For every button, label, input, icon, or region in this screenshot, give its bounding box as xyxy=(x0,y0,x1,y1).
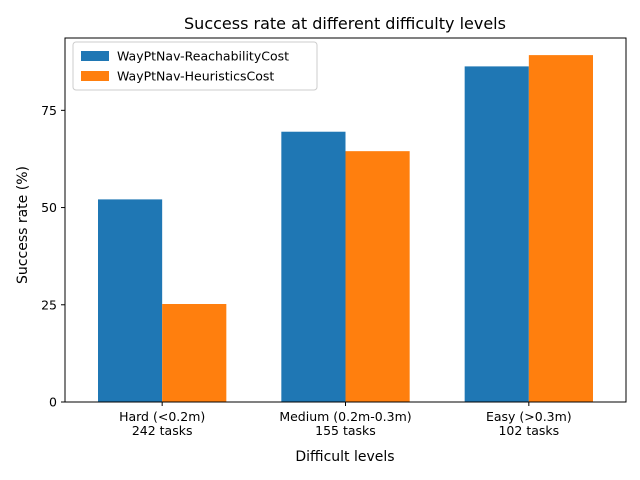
legend-box xyxy=(72,41,318,91)
ticks-layer: 0 25 50 75 Hard (<0.2m)242 tasks Medium (0.2m… xyxy=(41,103,572,438)
y-axis-label: Success rate (%) xyxy=(15,166,31,284)
y-tick-label: 75 xyxy=(41,103,57,118)
legend-swatch xyxy=(81,71,109,81)
bar-wayptnav-reachabilitycost-2 xyxy=(464,66,529,402)
legend-label: WayPtNav-HeuristicsCost xyxy=(117,69,274,84)
legend-swatch xyxy=(81,51,109,61)
bars-layer xyxy=(98,55,593,402)
x-tick-label: 102 tasks xyxy=(498,423,559,438)
chart-title: Success rate at different difficulty lev… xyxy=(184,14,506,33)
bar-wayptnav-reachabilitycost-1 xyxy=(281,131,346,402)
bar-wayptnav-heuristicscost-2 xyxy=(528,55,593,402)
bar-wayptnav-heuristicscost-0 xyxy=(162,304,227,402)
legend-label: WayPtNav-ReachabilityCost xyxy=(117,49,289,64)
x-tick-label: Easy (>0.3m) xyxy=(486,409,572,424)
y-tick-label: 25 xyxy=(41,297,57,312)
bar-wayptnav-heuristicscost-1 xyxy=(345,151,410,402)
x-axis-label: Difficult levels xyxy=(295,449,394,465)
x-tick-label: 242 tasks xyxy=(132,423,193,438)
legend: WayPtNav-ReachabilityCost WayPtNav-Heuris… xyxy=(72,41,318,91)
bar-wayptnav-reachabilitycost-0 xyxy=(98,199,163,402)
x-tick-label: Hard (<0.2m) xyxy=(119,409,205,424)
y-tick-label: 0 xyxy=(49,395,57,410)
y-tick-label: 50 xyxy=(41,200,57,215)
x-tick-label: 155 tasks xyxy=(315,423,376,438)
x-tick-label: Medium (0.2m-0.3m) xyxy=(279,409,411,424)
